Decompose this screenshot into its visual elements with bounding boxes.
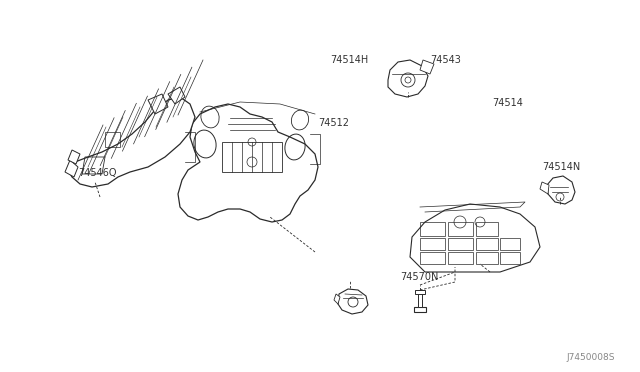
Polygon shape xyxy=(414,307,426,312)
Polygon shape xyxy=(388,60,428,97)
Polygon shape xyxy=(168,87,185,104)
Polygon shape xyxy=(68,150,80,164)
Polygon shape xyxy=(410,204,540,272)
Polygon shape xyxy=(68,97,195,187)
Text: J7450008S: J7450008S xyxy=(566,353,615,362)
Polygon shape xyxy=(415,290,425,294)
Text: 74546Q: 74546Q xyxy=(78,168,116,178)
Polygon shape xyxy=(540,182,549,194)
Polygon shape xyxy=(65,160,78,177)
Polygon shape xyxy=(547,176,575,204)
Polygon shape xyxy=(334,294,340,304)
Text: 74514H: 74514H xyxy=(330,55,368,65)
Polygon shape xyxy=(148,94,168,114)
Text: 74543: 74543 xyxy=(430,55,461,65)
Text: 74514N: 74514N xyxy=(542,162,580,172)
Polygon shape xyxy=(178,104,318,222)
Text: 74512: 74512 xyxy=(318,118,349,128)
Text: 74570N: 74570N xyxy=(400,272,438,282)
Polygon shape xyxy=(418,294,422,307)
Text: 74514: 74514 xyxy=(492,98,523,108)
Polygon shape xyxy=(338,289,368,314)
Polygon shape xyxy=(420,60,434,74)
